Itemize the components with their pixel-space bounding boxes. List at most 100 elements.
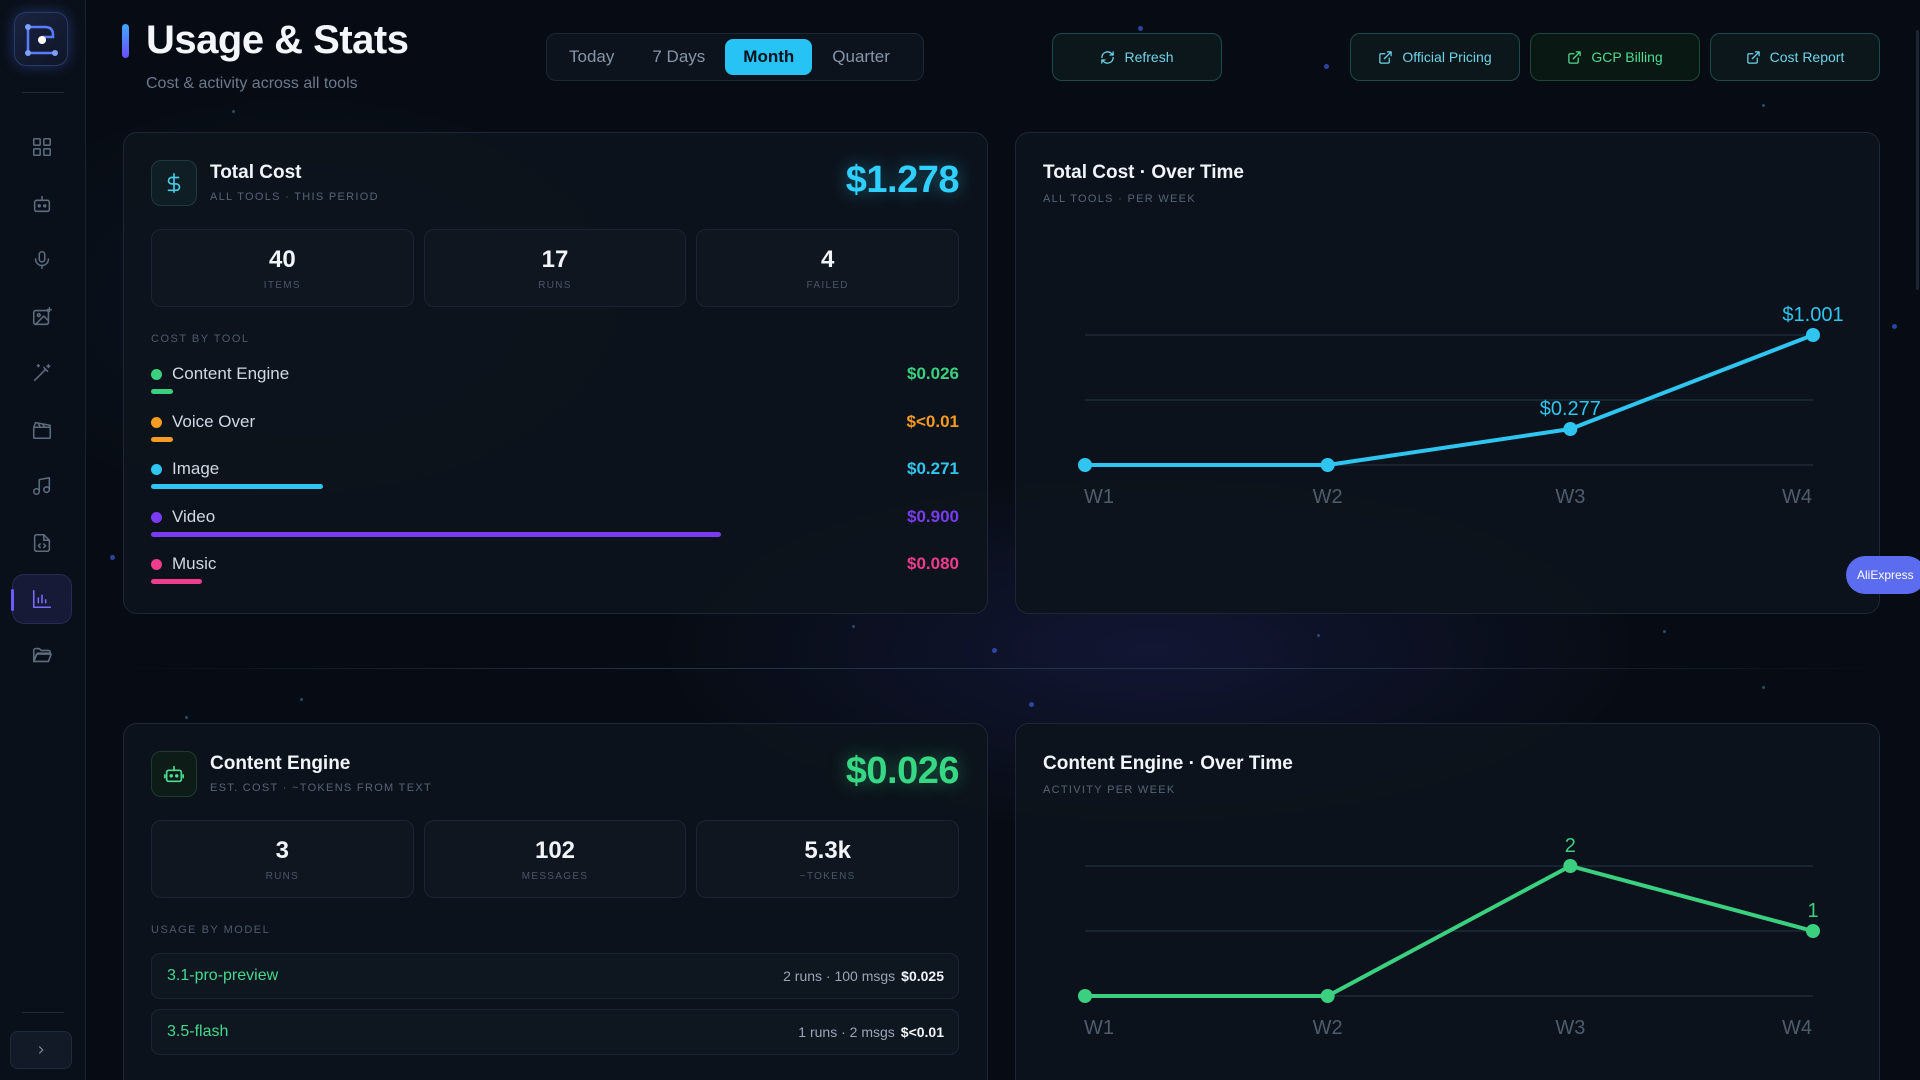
tool-row-image: Image $0.271 — [151, 456, 959, 504]
stat-label: MESSAGES — [521, 870, 589, 882]
sidebar-expand-button[interactable] — [10, 1031, 72, 1069]
gcp-billing-button[interactable]: GCP Billing — [1530, 33, 1700, 81]
period-month-button[interactable]: Month — [725, 39, 813, 75]
tool-value: $0.080 — [907, 554, 959, 573]
data-point — [1078, 989, 1092, 1003]
model-row[interactable]: 3.1-pro-preview 2 runs · 100 msgs $0.025 — [151, 953, 959, 999]
document-code-icon — [33, 533, 51, 553]
tool-row-voice-over: Voice Over $<0.01 — [151, 409, 959, 457]
sidebar-item-image[interactable] — [12, 292, 72, 342]
content-engine-title: Content Engine — [210, 753, 351, 774]
refresh-icon — [1101, 50, 1115, 64]
bg-particle — [300, 698, 303, 701]
content-engine-subtitle: EST. COST · ~TOKENS FROM TEXT — [210, 782, 432, 794]
bg-particle — [1029, 702, 1034, 707]
robot-icon — [33, 195, 51, 213]
refresh-label: Refresh — [1124, 49, 1174, 65]
bg-particle — [1892, 324, 1897, 329]
tool-row-video: Video $0.900 — [151, 504, 959, 552]
app-logo[interactable] — [14, 12, 68, 66]
sidebar-item-magic[interactable] — [12, 348, 72, 398]
external-link-icon — [1568, 50, 1582, 64]
refresh-button[interactable]: Refresh — [1052, 33, 1222, 81]
bg-particle — [1324, 64, 1329, 69]
content-engine-amount: $0.026 — [845, 750, 960, 792]
period-quarter-button[interactable]: Quarter — [832, 47, 890, 66]
sidebar-item-video[interactable] — [12, 405, 72, 455]
bar-chart-icon — [32, 589, 52, 609]
x-tick-label: W4 — [1782, 1017, 1812, 1039]
tool-name: Voice Over — [172, 412, 256, 431]
tool-row-content-engine: Content Engine $0.026 — [151, 361, 959, 409]
sidebar-item-dashboard[interactable] — [12, 122, 72, 172]
model-cost: $<0.01 — [900, 1024, 944, 1040]
x-tick-label: W2 — [1313, 486, 1343, 508]
sidebar-item-content-engine[interactable] — [12, 179, 72, 229]
dollar-icon-wrap — [151, 160, 197, 206]
page-title: Usage & Stats — [146, 18, 409, 62]
stat-runs: 17 RUNS — [423, 229, 687, 307]
tool-bar — [151, 437, 173, 442]
stat-label: ITEMS — [263, 279, 301, 291]
x-tick-label: W1 — [1084, 1017, 1114, 1039]
series-line — [1083, 864, 1815, 998]
period-today-button[interactable]: Today — [569, 47, 615, 66]
robot-icon — [164, 765, 184, 783]
data-point — [1320, 458, 1335, 472]
sidebar-divider — [22, 1012, 64, 1013]
sidebar-item-voice-over[interactable] — [12, 235, 72, 285]
bg-particle — [232, 110, 235, 113]
scrollbar-thumb[interactable] — [1916, 30, 1919, 290]
sidebar-item-music[interactable] — [12, 461, 72, 511]
tool-color-dot — [151, 464, 162, 475]
data-point — [1563, 422, 1578, 437]
sidebar-item-files[interactable] — [12, 630, 72, 680]
sidebar-divider — [22, 92, 64, 93]
cost-report-button[interactable]: Cost Report — [1710, 33, 1880, 81]
title-accent-bar — [122, 24, 129, 58]
x-tick-label: W3 — [1555, 486, 1585, 508]
x-tick-label: W3 — [1555, 1017, 1585, 1039]
floating-badge[interactable]: AliExpress — [1846, 556, 1920, 594]
data-point — [1320, 989, 1335, 1003]
page-subtitle: Cost & activity across all tools — [146, 75, 358, 92]
tool-row-music: Music $0.080 — [151, 551, 959, 599]
series-line — [1083, 333, 1815, 467]
stat-label: RUNS — [538, 279, 572, 291]
sidebar-item-documents[interactable] — [12, 518, 72, 568]
model-runs: 2 runs · 100 msgs — [783, 968, 896, 984]
model-meta: 1 runs · 2 msgs $<0.01 — [798, 1024, 944, 1040]
total-cost-amount: $1.278 — [845, 159, 960, 201]
stat-label: ~TOKENS — [799, 870, 856, 882]
period-7days-button[interactable]: 7 Days — [652, 47, 706, 66]
dollar-icon — [167, 173, 181, 193]
model-name: 3.5-flash — [167, 1023, 229, 1040]
total-chart-title: Total Cost · Over Time — [1043, 162, 1244, 183]
data-point — [1563, 859, 1578, 873]
stat-value: 17 — [541, 245, 569, 273]
data-point — [1078, 458, 1092, 472]
tool-color-dot — [151, 369, 162, 380]
stat-value: 40 — [268, 245, 296, 273]
data-label: $1.001 — [1782, 304, 1843, 326]
total-cost-chart-card: Total Cost · Over Time ALL TOOLS · PER W… — [1015, 132, 1880, 614]
folder-open-icon — [32, 647, 52, 663]
model-runs: 1 runs · 2 msgs — [798, 1024, 895, 1040]
stat-runs: 3 RUNS — [151, 820, 414, 898]
model-row[interactable]: 3.5-flash 1 runs · 2 msgs $<0.01 — [151, 1009, 959, 1055]
magic-wand-icon — [33, 363, 51, 382]
official-pricing-button[interactable]: Official Pricing — [1350, 33, 1520, 81]
sidebar-item-usage-stats[interactable] — [11, 574, 72, 624]
stat-tokens: 5.3k ~TOKENS — [696, 820, 960, 898]
tool-bar — [151, 579, 202, 584]
data-point — [1806, 924, 1820, 938]
bg-particle — [1762, 104, 1765, 107]
clapperboard-icon — [32, 421, 52, 440]
tool-bar — [151, 484, 323, 489]
x-tick-label: W1 — [1084, 486, 1114, 508]
image-sparkle-icon — [32, 307, 52, 326]
bg-particle — [110, 555, 115, 560]
tool-color-dot — [151, 559, 162, 570]
data-point — [1806, 328, 1820, 342]
stat-value: 102 — [534, 836, 576, 864]
